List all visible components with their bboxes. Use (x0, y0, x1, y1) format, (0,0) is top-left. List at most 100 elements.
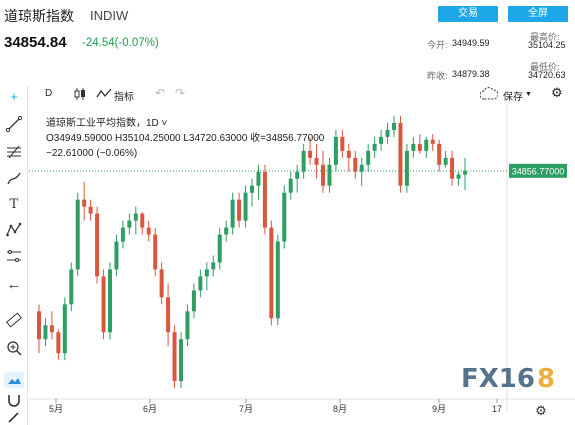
candle-body (353, 157, 358, 172)
candle-body (424, 139, 429, 151)
low-value: 34720.63 (528, 70, 566, 80)
candle-body (262, 171, 267, 228)
candle-body (243, 192, 248, 221)
candle-body (146, 227, 151, 235)
price-change: -24.54(-0.07%) (82, 37, 159, 49)
cloud-save-icon[interactable] (479, 87, 499, 103)
candle-body (308, 150, 313, 158)
candle-body (36, 311, 42, 340)
candle-body (391, 122, 397, 130)
cloud-icon[interactable] (4, 372, 24, 390)
fx168-logo-text: FX16 (461, 364, 535, 394)
chart-toolbar: D 指标 ↶ ↷ 保存 ▼ ⚙ (34, 85, 575, 105)
save-dropdown-icon[interactable]: ▼ (525, 91, 532, 98)
fx168-logo-eight: 8 (537, 364, 555, 394)
legend-title[interactable]: 道琼斯工业平均指数，1D ˅ (46, 118, 168, 129)
candle-body (398, 122, 403, 186)
candle-body (430, 139, 435, 144)
candle-body (385, 129, 390, 137)
candle-body (101, 276, 106, 333)
interval-selector[interactable]: D (45, 88, 53, 99)
prediction-svg (7, 250, 21, 262)
instrument-title: 道琼斯指数 (4, 8, 74, 24)
candle-body (443, 157, 448, 165)
pencil-lock-icon[interactable] (4, 409, 24, 425)
candle-body (217, 234, 222, 263)
cloud-svg (4, 372, 24, 388)
redo-icon[interactable]: ↷ (175, 86, 186, 100)
x-tick-label: 8月 (333, 404, 347, 414)
cloud-save-svg (479, 87, 499, 100)
candle-body (462, 170, 468, 175)
candle-body (224, 227, 229, 235)
zoom-svg (7, 341, 22, 356)
back-arrow-icon[interactable]: ← (6, 276, 22, 293)
save-button[interactable]: 保存 (503, 92, 523, 103)
high-value: 35104.25 (528, 40, 566, 50)
zoom-in-icon[interactable] (4, 340, 24, 358)
candle-body (140, 213, 145, 228)
candle-body (153, 234, 158, 270)
last-price: 34854.84 (4, 34, 67, 51)
candle-body (166, 297, 171, 333)
candle-body (198, 276, 203, 291)
candle-body (282, 192, 287, 242)
candle-body (301, 150, 306, 172)
candle-body (295, 171, 300, 179)
indicators-button[interactable]: 指标 (114, 92, 134, 103)
prev-close-value: 34879.38 (452, 69, 490, 79)
settings-gear-icon[interactable]: ⚙ (551, 85, 563, 100)
drawing-toolbar: + T ← (0, 86, 28, 425)
chart-area[interactable]: 34856.77000 5月 6月 7月 8月 9月 17 ⚙ FX16 8 (29, 105, 575, 425)
brush-icon[interactable] (4, 170, 24, 188)
trend-line-svg (5, 115, 23, 133)
open-value: 34949.59 (452, 38, 490, 48)
fullscreen-button[interactable]: 全屏 (508, 6, 568, 22)
candle-style-svg (74, 88, 85, 100)
candle-body (88, 206, 93, 214)
candle-style-icon[interactable] (74, 87, 86, 104)
instrument-symbol: INDIW (90, 8, 129, 23)
candle-body (327, 164, 332, 186)
pattern-svg (6, 222, 22, 237)
candle-body (437, 143, 442, 165)
candle-body (56, 332, 61, 354)
crosshair-icon[interactable]: + (10, 89, 18, 104)
candle-body (159, 269, 164, 298)
candle-body (191, 290, 196, 312)
candle-body (404, 150, 409, 186)
candle-body (256, 171, 261, 186)
candle-body (178, 339, 184, 382)
candle-body (450, 157, 455, 179)
candle-body (411, 143, 416, 151)
magnet-icon[interactable] (4, 392, 24, 410)
trend-line-icon[interactable] (4, 115, 24, 134)
candle-body (340, 136, 345, 151)
price-tag-bg (509, 163, 567, 178)
price-tag-label: 34856.77000 (512, 166, 565, 176)
axis-settings-icon[interactable]: ⚙ (535, 404, 547, 419)
undo-icon[interactable]: ↶ (155, 86, 166, 100)
indicators-icon[interactable] (96, 87, 112, 104)
prev-close-label: 昨收: (427, 71, 448, 81)
prediction-icon[interactable] (4, 248, 24, 266)
ruler-icon[interactable] (4, 312, 24, 330)
fib-retracement-icon[interactable] (4, 144, 24, 162)
x-tick-label: 9月 (432, 404, 446, 414)
pattern-icon[interactable] (4, 222, 24, 240)
brush-svg (7, 172, 21, 185)
candle-body (237, 199, 242, 221)
candle-body (82, 199, 87, 207)
candle-body (269, 227, 274, 319)
legend-ohlc: O34949.59000 H35104.25000 L34720.63000 收… (46, 133, 325, 144)
text-tool-icon[interactable]: T (9, 197, 19, 212)
candle-body (185, 311, 190, 340)
candle-body (359, 164, 364, 172)
trade-button[interactable]: 交易 (438, 6, 498, 22)
open-label: 今开: (427, 40, 448, 50)
candle-body (366, 150, 371, 165)
fx168-logo: FX16 8 (461, 364, 555, 394)
candle-body (288, 178, 293, 193)
candle-body (172, 332, 177, 382)
